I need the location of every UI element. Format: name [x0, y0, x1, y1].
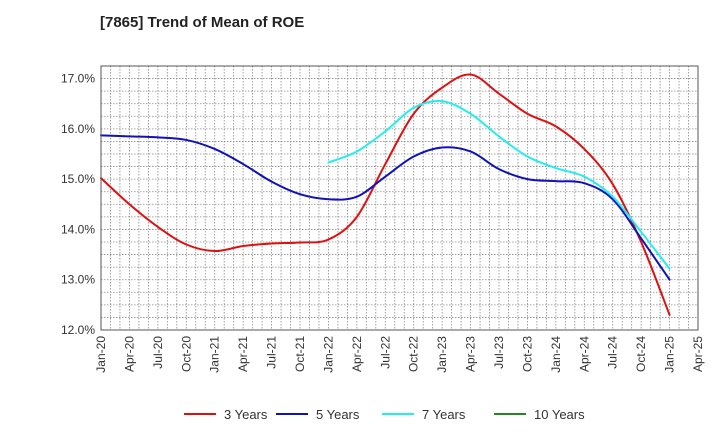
- legend-label-5-years: 5 Years: [316, 407, 360, 422]
- chart-title: [7865] Trend of Mean of ROE: [100, 14, 305, 31]
- y-tick-label: 17.0%: [61, 72, 95, 86]
- x-tick-label: Jul-21: [265, 336, 279, 369]
- series-lines: [100, 73, 671, 316]
- legend-label-10-years: 10 Years: [534, 407, 585, 422]
- y-tick-label: 16.0%: [61, 122, 95, 136]
- x-tick-label: Jul-24: [606, 336, 620, 369]
- x-tick-label: Oct-21: [293, 336, 307, 372]
- plot-frame: [100, 65, 699, 331]
- x-tick-label: Apr-23: [464, 336, 478, 372]
- series-line-5-years: [100, 134, 671, 281]
- x-tick-label: Oct-22: [407, 336, 421, 372]
- series-line-7-years: [327, 99, 671, 270]
- x-tick-label: Apr-25: [691, 336, 705, 372]
- legend-label-7-years: 7 Years: [422, 407, 466, 422]
- grid: [101, 66, 698, 330]
- y-tick-label: 13.0%: [61, 273, 95, 287]
- legend-label-3-years: 3 Years: [224, 407, 268, 422]
- y-tick-label: 15.0%: [61, 172, 95, 186]
- x-tick-label: Jan-23: [435, 336, 449, 373]
- x-tick-label: Jan-21: [208, 336, 222, 373]
- x-tick-label: Jan-22: [321, 336, 335, 373]
- y-tick-label: 12.0%: [61, 323, 95, 337]
- x-tick-label: Jan-20: [94, 336, 108, 373]
- x-tick-label: Oct-20: [179, 336, 193, 372]
- x-tick-label: Jul-23: [492, 336, 506, 369]
- y-tick-label: 14.0%: [61, 222, 95, 236]
- x-tick-label: Oct-23: [520, 336, 534, 372]
- x-axis: Jan-20 Apr-20 Jul-20 Oct-20 Jan-21 Apr-21 Jul-…: [94, 336, 705, 373]
- x-tick-label: Apr-21: [236, 336, 250, 372]
- x-tick-label: Apr-20: [122, 336, 136, 372]
- x-tick-label: Apr-22: [350, 336, 364, 372]
- legend: 3 Years 5 Years 7 Years 10 Years: [184, 407, 585, 422]
- x-tick-label: Jul-22: [378, 336, 392, 369]
- plot-border: [100, 65, 699, 331]
- x-tick-label: Jan-24: [549, 336, 563, 373]
- series-line-3-years: [100, 73, 671, 316]
- x-tick-label: Oct-24: [634, 336, 648, 372]
- x-tick-label: Apr-24: [577, 336, 591, 372]
- y-axis: 12.0% 13.0% 14.0% 15.0% 16.0% 17.0%: [61, 72, 95, 337]
- x-tick-label: Jul-20: [151, 336, 165, 369]
- x-tick-label: Jan-25: [663, 336, 677, 373]
